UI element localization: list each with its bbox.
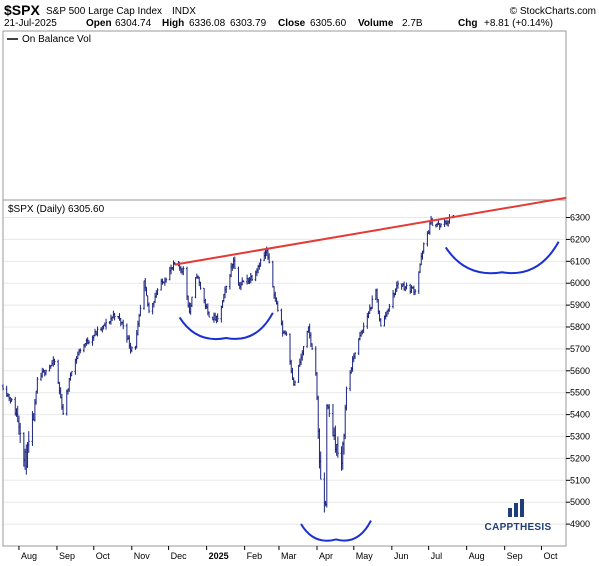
y-tick-label: 5600 — [570, 366, 590, 376]
resistance-trendline — [174, 196, 567, 266]
chart-exchange: INDX — [172, 6, 196, 17]
x-tick-label: Mar — [281, 551, 297, 561]
x-tick-label: Oct — [543, 551, 558, 561]
chart-watermark: © StockCharts.com — [510, 6, 596, 17]
chart-annotations — [174, 196, 567, 542]
y-axis: 4900 5000 5100 5200 5300 5400 5500 5600 5700 5800… — [566, 213, 590, 529]
cup-arc — [178, 312, 274, 340]
low-value: 6303.79 — [230, 18, 267, 29]
high-label: High — [162, 18, 184, 29]
price-panel — [2, 199, 567, 547]
y-tick-label: 6200 — [570, 234, 590, 244]
indicator-panel — [2, 30, 567, 201]
x-tick-label: Nov — [134, 551, 151, 561]
y-tick-label: 5900 — [570, 300, 590, 310]
chart-symbol: $SPX — [4, 2, 40, 18]
y-tick-label: 6100 — [570, 256, 590, 266]
price-bars — [2, 214, 455, 513]
x-tick-label: Apr — [319, 551, 333, 561]
x-tick-label: Dec — [171, 551, 188, 561]
logo-bar-1 — [508, 508, 512, 517]
chart-date: 21-Jul-2025 — [4, 18, 57, 29]
y-tick-label: 5000 — [570, 497, 590, 507]
chart-security-name: S&P 500 Large Cap Index — [46, 6, 162, 17]
x-axis: Aug Sep Oct Nov Dec 2025 Feb Mar Apr May Jun Jul Aug… — [18, 546, 558, 561]
y-tick-label: 6300 — [570, 213, 590, 223]
close-value: 6305.60 — [310, 18, 347, 29]
cup-arc — [444, 241, 560, 275]
logo-bar-2 — [514, 503, 518, 517]
y-tick-label: 5700 — [570, 344, 590, 354]
chg-label: Chg — [458, 18, 477, 29]
y-tick-label: 5500 — [570, 388, 590, 398]
x-tick-label: Aug — [469, 551, 485, 561]
y-tick-label: 5300 — [570, 432, 590, 442]
x-tick-label: May — [356, 551, 374, 561]
price-grid — [3, 217, 566, 525]
y-tick-label: 5100 — [570, 475, 590, 485]
x-tick-label: Feb — [247, 551, 263, 561]
close-label: Close — [278, 18, 306, 29]
open-label: Open — [86, 18, 112, 29]
price-legend: $SPX (Daily) 6305.60 — [8, 204, 105, 215]
open-value: 6304.74 — [115, 18, 152, 29]
x-tick-label: Oct — [96, 551, 111, 561]
cup-arc — [300, 520, 372, 542]
x-tick-label: 2025 — [209, 551, 229, 561]
capp-logo: CAPPTHESIS — [485, 499, 552, 533]
x-tick-label: Aug — [21, 551, 37, 561]
volume-value: 2.7B — [402, 18, 423, 29]
volume-label: Volume — [358, 18, 394, 29]
chg-value: +8.81 (+0.14%) — [484, 18, 553, 29]
y-tick-label: 4900 — [570, 519, 590, 529]
x-tick-label: Sep — [59, 551, 75, 561]
y-tick-label: 6000 — [570, 278, 590, 288]
logo-bar-3 — [520, 499, 524, 517]
y-tick-label: 5400 — [570, 410, 590, 420]
x-tick-label: Sep — [507, 551, 523, 561]
y-tick-label: 5800 — [570, 322, 590, 332]
indicator-legend: On Balance Vol — [22, 34, 91, 45]
x-tick-label: Jun — [394, 551, 409, 561]
y-tick-label: 5200 — [570, 453, 590, 463]
high-value: 6336.08 — [189, 18, 226, 29]
x-tick-label: Jul — [431, 551, 443, 561]
logo-text: CAPPTHESIS — [485, 522, 552, 533]
